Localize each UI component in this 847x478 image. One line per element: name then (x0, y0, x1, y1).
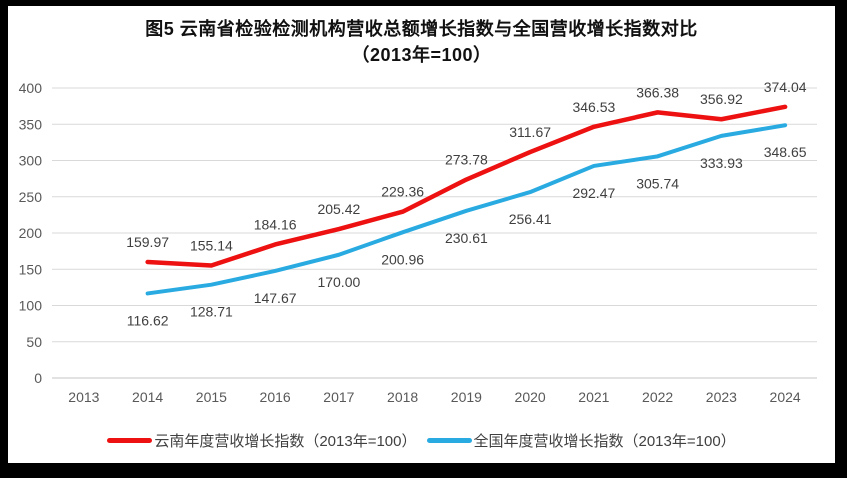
y-tick-label: 350 (19, 116, 43, 132)
data-label: 159.97 (126, 234, 169, 250)
national-series-label: 全国年度营收增长指数（2013年=100） (473, 433, 736, 450)
data-label: 155.14 (190, 238, 233, 254)
data-label: 200.96 (381, 251, 424, 267)
y-tick-label: 400 (19, 80, 43, 96)
data-label: 273.78 (445, 152, 488, 168)
data-label: 311.67 (509, 124, 551, 140)
data-label: 116.62 (127, 312, 169, 328)
yunnan-series-label: 云南年度营收增长指数（2013年=100） (154, 433, 417, 450)
yunnan-series-swatch (107, 438, 153, 443)
data-label: 128.71 (190, 304, 233, 320)
data-label: 374.04 (764, 79, 807, 95)
chart-legend: 云南年度营收增长指数（2013年=100） 全国年度营收增长指数（2013年=1… (8, 430, 835, 451)
x-tick-label: 2019 (451, 389, 482, 405)
series-line-1 (145, 123, 788, 296)
x-tick-label: 2014 (132, 389, 163, 405)
y-tick-label: 50 (26, 334, 42, 350)
x-tick-label: 2015 (196, 389, 227, 405)
data-label: 170.00 (317, 274, 360, 290)
y-tick-label: 100 (19, 298, 43, 314)
data-label: 147.67 (254, 290, 297, 306)
data-label: 366.38 (636, 84, 679, 100)
y-tick-label: 0 (34, 370, 42, 386)
data-label: 184.16 (254, 216, 297, 232)
x-tick-label: 2023 (706, 389, 737, 405)
data-label: 292.47 (572, 185, 615, 201)
legend-item-yunnan: 云南年度营收增长指数（2013年=100） (107, 430, 417, 451)
x-tick-label: 2024 (770, 389, 801, 405)
y-tick-label: 300 (19, 153, 43, 169)
data-label: 256.41 (509, 211, 552, 227)
data-label: 346.53 (572, 99, 615, 115)
x-tick-label: 2022 (642, 389, 673, 405)
chart-title-line2: （2013年=100） (351, 45, 492, 65)
data-label: 356.92 (700, 91, 743, 107)
chart-title-line1: 图5 云南省检验检测机构营收总额增长指数与全国营收增长指数对比 (145, 19, 698, 39)
x-tick-label: 2017 (323, 389, 354, 405)
data-label: 229.36 (381, 184, 424, 200)
data-label: 205.42 (317, 201, 360, 217)
data-label: 333.93 (700, 155, 743, 171)
plot-area: 0 50 100 150 200 250 300 350 400 2013 2014 2015 2016… (19, 79, 817, 405)
y-tick-label: 200 (19, 225, 43, 241)
x-tick-label: 2020 (515, 389, 546, 405)
x-tick-label: 2016 (260, 389, 291, 405)
x-tick-label: 2018 (387, 389, 418, 405)
y-tick-label: 150 (19, 261, 43, 277)
x-tick-label: 2013 (68, 389, 99, 405)
chart-title: 图5 云南省检验检测机构营收总额增长指数与全国营收增长指数对比 （2013年=1… (8, 16, 835, 68)
data-label: 230.61 (445, 230, 488, 246)
series-line-0 (145, 104, 788, 268)
data-label: 305.74 (636, 175, 679, 191)
chart-canvas: 图5 云南省检验检测机构营收总额增长指数与全国营收增长指数对比 （2013年=1… (8, 6, 835, 463)
national-series-swatch (426, 438, 472, 443)
legend-item-national: 全国年度营收增长指数（2013年=100） (426, 430, 736, 451)
data-label: 348.65 (764, 144, 807, 160)
y-tick-label: 250 (19, 189, 43, 205)
x-tick-label: 2021 (578, 389, 609, 405)
